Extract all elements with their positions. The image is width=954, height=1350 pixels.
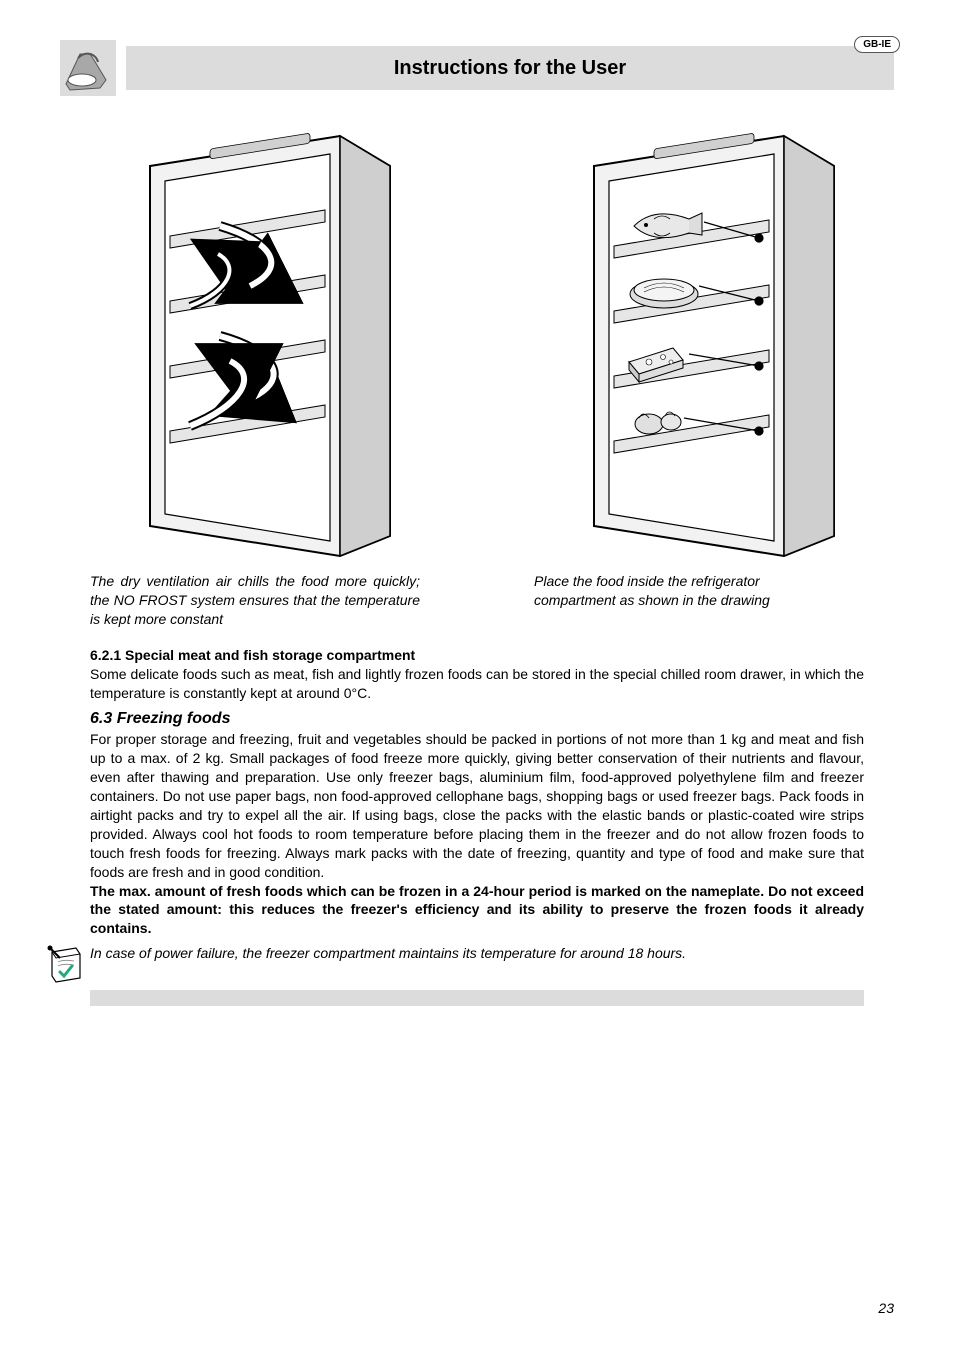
page: Instructions for the User GB-IE (0, 0, 954, 1350)
page-number: 23 (878, 1300, 894, 1316)
fridge-airflow-illustration (90, 126, 420, 566)
manual-icon (60, 40, 116, 96)
header-title: Instructions for the User (394, 57, 626, 80)
figure-right-caption-line1: Place the food inside the refrigerator (534, 572, 864, 591)
fridge-food-placement-illustration (534, 126, 864, 566)
locale-badge: GB-IE (854, 36, 900, 53)
header-title-bar: Instructions for the User (126, 46, 894, 90)
note-icon (46, 944, 86, 984)
note-text: In case of power failure, the freezer co… (90, 944, 686, 963)
note-row: In case of power failure, the freezer co… (46, 944, 864, 984)
figure-right: Place the food inside the refrigerator c… (534, 126, 864, 629)
figure-left: The dry ventilation air chills the food … (90, 126, 420, 629)
para-63: For proper storage and freezing, fruit a… (90, 730, 864, 881)
header-row: Instructions for the User GB-IE (60, 40, 894, 96)
figure-left-caption: The dry ventilation air chills the food … (90, 572, 420, 629)
heading-63: 6.3 Freezing foods (90, 710, 864, 728)
figure-right-caption-line2: compartment as shown in the drawing (534, 591, 864, 610)
body-block: 6.2.1 Special meat and fish storage comp… (90, 647, 864, 985)
note-strip (90, 990, 864, 1006)
figures-row: The dry ventilation air chills the food … (90, 126, 864, 629)
figure-right-caption: Place the food inside the refrigerator c… (534, 572, 864, 610)
heading-621: 6.2.1 Special meat and fish storage comp… (90, 647, 864, 663)
para-621: Some delicate foods such as meat, fish a… (90, 665, 864, 703)
para-63-bold: The max. amount of fresh foods which can… (90, 882, 864, 939)
